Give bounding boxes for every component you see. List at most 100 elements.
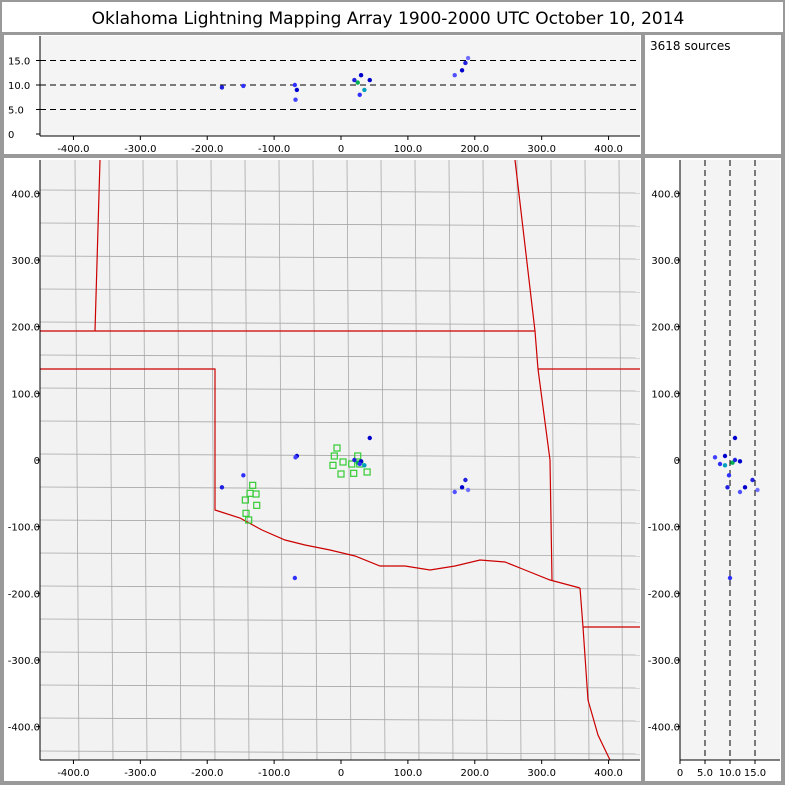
source [357,461,362,467]
county-line [39,750,641,755]
source [362,87,367,93]
title: Oklahoma Lightning Mapping Array 1900-20… [92,9,685,29]
source [750,477,755,483]
county-line [39,420,641,425]
source [355,80,360,85]
z-tick-label: 0 [677,768,683,779]
source [292,82,298,88]
source [293,455,298,460]
z-tick-label: 10.0 [719,768,741,779]
border [40,368,581,589]
source [293,97,298,102]
x-tick-label: 200.0 [460,768,489,779]
y-tick-label: 200.0 [11,323,40,334]
source [292,575,298,581]
x-tick-label: -300.0 [124,768,156,779]
y-tick-label: 0 [34,456,40,467]
x-tick-label: -400.0 [57,144,89,155]
station [253,501,261,509]
source [737,459,743,464]
county-line [584,159,590,761]
x-tick-label: 400.0 [594,768,623,779]
source [712,455,718,460]
station [249,481,257,489]
source [219,485,225,490]
station [330,452,338,460]
county-line [39,651,641,656]
source [732,457,738,463]
station [348,460,356,468]
county-line [39,189,641,194]
county-line [39,453,641,458]
source [357,92,362,98]
county-line [39,618,641,623]
county-line [210,159,216,761]
source [459,68,465,73]
border [94,159,101,332]
x-tick-label: -200.0 [191,768,223,779]
county-line [39,321,641,326]
x-tick-label: 100.0 [394,144,423,155]
state-borders [40,159,640,761]
county-line [39,486,641,491]
county-line [74,159,80,761]
x-tick-label: 200.0 [460,144,489,155]
station [333,444,341,452]
county-line [516,159,522,761]
x-tick-label: 0 [338,144,344,155]
county-line [380,159,386,761]
county-line [39,585,641,590]
y-tick-label: -200.0 [8,589,40,600]
x-tick-label: -200.0 [191,144,223,155]
county-line [312,159,318,761]
top-plot [40,36,640,136]
source [452,489,457,495]
source-count: 3618 sources [650,39,730,53]
station [242,509,250,517]
source [352,77,357,83]
source [294,87,300,93]
title-bar [2,2,783,32]
source [737,489,743,495]
y-tick-label: -300.0 [648,656,680,667]
z-tick-label: 15.0 [8,57,30,68]
y-tick-label: 300.0 [11,256,40,267]
county-line [550,159,556,761]
station [339,458,347,466]
county-line [278,159,284,761]
x-tick-label: 300.0 [527,144,556,155]
county-line [244,159,250,761]
z-tick-label: 10.0 [8,81,30,92]
county-line [39,354,641,359]
source [219,85,225,90]
county-line [39,717,641,722]
station [354,452,362,460]
source [463,60,468,66]
z-tick-label: 15.0 [744,768,766,779]
x-tick-label: 0 [338,768,344,779]
county-line [39,288,641,293]
county-line [39,255,641,260]
y-tick-label: 400.0 [11,189,40,200]
x-tick-label: -100.0 [258,144,290,155]
z-tick-label: 5.0 [8,106,24,117]
info-panel [645,35,781,154]
county-line [39,552,641,557]
x-tick-label: -100.0 [258,768,290,779]
x-tick-label: -400.0 [57,768,89,779]
y-tick-label: 100.0 [651,389,680,400]
y-tick-label: 100.0 [11,389,40,400]
y-tick-label: 300.0 [651,256,680,267]
station [252,490,260,498]
station [329,461,337,469]
source [241,473,246,478]
x-tick-label: 100.0 [394,768,423,779]
source [722,463,728,468]
source [742,485,748,490]
source [726,473,732,478]
source [722,453,728,459]
source [727,575,733,581]
x-tick-label: -300.0 [124,144,156,155]
x-tick-label: 300.0 [527,768,556,779]
